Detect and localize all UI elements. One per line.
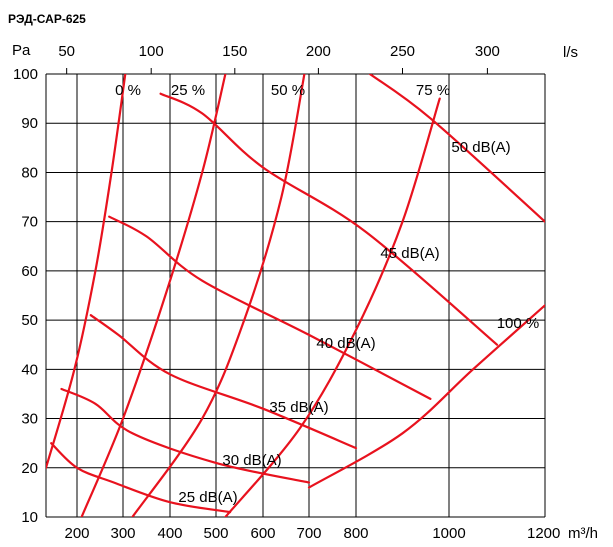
curves bbox=[46, 74, 545, 517]
top-tick-label: 50 bbox=[58, 43, 75, 60]
x-tick-label: 600 bbox=[250, 525, 275, 542]
sound-label: 45 dB(A) bbox=[380, 245, 439, 262]
y-tick-label: 60 bbox=[21, 263, 38, 280]
y-tick-label: 20 bbox=[21, 460, 38, 477]
sound-curve bbox=[108, 215, 432, 400]
x-tick-label: 300 bbox=[110, 525, 135, 542]
sound-curve bbox=[368, 74, 545, 223]
sound-label: 30 dB(A) bbox=[222, 452, 281, 469]
curve-labels: 0 % 25 % 50 % 75 % 100 % 25 dB(A) 30 dB(A) 35 d… bbox=[115, 82, 539, 506]
damper-curve bbox=[307, 304, 545, 489]
damper-label: 75 % bbox=[416, 82, 450, 99]
top-axis-unit: l/s bbox=[563, 44, 578, 61]
sound-label: 25 dB(A) bbox=[178, 489, 237, 506]
damper-label: 100 % bbox=[497, 315, 540, 332]
y-tick-label: 90 bbox=[21, 115, 38, 132]
y-tick-label: 70 bbox=[21, 214, 38, 231]
top-tick-label: 200 bbox=[306, 43, 331, 60]
damper-curve bbox=[80, 74, 227, 517]
x-tick-label: 200 bbox=[64, 525, 89, 542]
y-tick-label: 100 bbox=[13, 66, 38, 83]
sound-curve bbox=[159, 92, 499, 346]
y-tick-label: 80 bbox=[21, 164, 38, 181]
chart-title: РЭД-САР-625 bbox=[8, 12, 86, 26]
top-tick-label: 100 bbox=[139, 43, 164, 60]
sound-label: 35 dB(A) bbox=[269, 399, 328, 416]
sound-curve bbox=[50, 442, 232, 514]
damper-label: 0 % bbox=[115, 82, 141, 99]
damper-curve bbox=[46, 74, 127, 469]
x-tick-label: 1200 bbox=[527, 525, 560, 542]
sound-label: 40 dB(A) bbox=[316, 335, 375, 352]
grid bbox=[45, 68, 546, 518]
sound-curve bbox=[89, 314, 358, 450]
x-tick-label: 700 bbox=[296, 525, 321, 542]
sound-curve bbox=[60, 387, 311, 484]
x-tick-label: 1000 bbox=[432, 525, 465, 542]
sound-label: 50 dB(A) bbox=[451, 139, 510, 156]
y-tick-label: 50 bbox=[21, 312, 38, 329]
tick-labels: 10 20 30 40 50 60 70 80 90 100 200 300 400 500 600 700 8… bbox=[13, 43, 598, 542]
top-tick-label: 250 bbox=[390, 43, 415, 60]
bottom-axis-unit: m³/h bbox=[568, 525, 598, 542]
x-tick-label: 400 bbox=[157, 525, 182, 542]
damper-label: 50 % bbox=[271, 82, 305, 99]
x-tick-label: 800 bbox=[343, 525, 368, 542]
damper-curve bbox=[131, 74, 306, 517]
x-tick-label: 500 bbox=[203, 525, 228, 542]
y-tick-label: 10 bbox=[21, 509, 38, 526]
damper-label: 25 % bbox=[171, 82, 205, 99]
y-tick-label: 30 bbox=[21, 411, 38, 428]
top-tick-label: 300 bbox=[475, 43, 500, 60]
top-tick-label: 150 bbox=[222, 43, 247, 60]
y-tick-label: 40 bbox=[21, 361, 38, 378]
y-axis-unit: Pa bbox=[12, 42, 31, 59]
damper-curve bbox=[224, 97, 441, 517]
